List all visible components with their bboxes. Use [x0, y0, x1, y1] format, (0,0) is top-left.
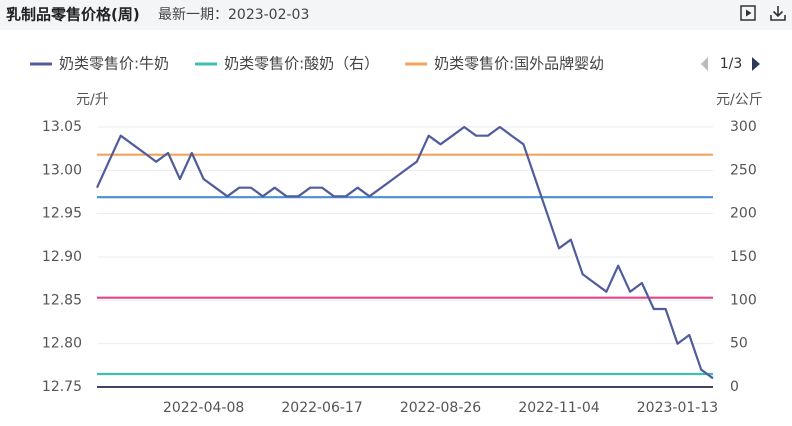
y2-axis-label: 元/公斤 [716, 92, 763, 108]
legend-page: 1/3 [720, 56, 743, 72]
legend-label[interactable]: 奶类零售价:国外品牌婴幼 [434, 55, 604, 73]
y2-tick-label: 0 [730, 379, 739, 395]
y2-tick-label: 150 [730, 249, 757, 265]
y-tick-label: 12.90 [42, 249, 82, 265]
legend-label[interactable]: 奶类零售价:牛奶 [59, 55, 169, 73]
x-tick-label: 2023-01-13 [637, 400, 718, 416]
legend-prev[interactable] [701, 57, 708, 71]
y-tick-label: 13.05 [42, 119, 82, 135]
y2-tick-label: 200 [730, 206, 757, 222]
legend-next[interactable] [752, 57, 760, 71]
play-icon[interactable] [740, 5, 756, 21]
x-tick-label: 2022-08-26 [400, 400, 481, 416]
y-axis-label: 元/升 [76, 92, 109, 108]
x-tick-label: 2022-11-04 [518, 400, 599, 416]
latest-date: 最新一期：2023-02-03 [158, 7, 309, 23]
y-tick-label: 13.00 [42, 162, 82, 178]
y-tick-label: 12.75 [42, 379, 82, 395]
y2-tick-label: 50 [730, 336, 748, 352]
legend-label[interactable]: 奶类零售价:酸奶（右） [224, 55, 379, 73]
y2-tick-label: 100 [730, 292, 757, 308]
y-tick-label: 12.80 [42, 336, 82, 352]
y2-tick-label: 300 [730, 119, 757, 135]
y-tick-label: 12.95 [42, 206, 82, 222]
x-tick-label: 2022-06-17 [281, 400, 362, 416]
y2-tick-label: 250 [730, 162, 757, 178]
y-tick-label: 12.85 [42, 292, 82, 308]
download-icon[interactable] [770, 6, 786, 21]
page-title: 乳制品零售价格(周) [6, 6, 140, 24]
icon-glyph [746, 9, 752, 17]
series-line [95, 125, 714, 380]
icon-glyph [770, 6, 786, 21]
x-tick-label: 2022-04-08 [163, 400, 244, 416]
header-bar [0, 0, 792, 30]
icon-frame [740, 5, 756, 21]
